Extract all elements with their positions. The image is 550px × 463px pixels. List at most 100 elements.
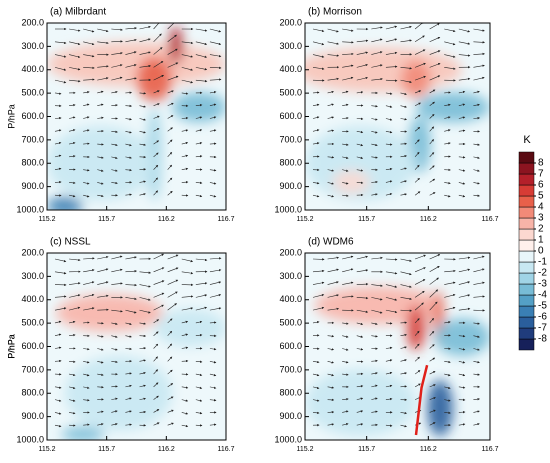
wind-vector bbox=[429, 289, 439, 298]
wind-vector bbox=[400, 92, 407, 96]
wind-vector bbox=[195, 67, 208, 71]
wind-vector bbox=[385, 284, 398, 288]
wind-vector bbox=[181, 92, 189, 95]
wind-vector bbox=[385, 322, 393, 325]
colorbar-tick-label: 5 bbox=[538, 191, 544, 202]
wind-vector bbox=[400, 385, 408, 388]
wind-vector bbox=[181, 333, 189, 337]
y-tick-label: 900.0 bbox=[279, 181, 302, 191]
wind-vector bbox=[444, 293, 456, 298]
wind-vector bbox=[400, 180, 407, 183]
wind-vector bbox=[327, 28, 339, 33]
y-tick-label: 300.0 bbox=[21, 271, 44, 281]
wind-vector bbox=[371, 397, 378, 400]
wind-vector bbox=[167, 318, 173, 324]
wind-vector bbox=[97, 194, 104, 198]
wind-vector bbox=[54, 320, 62, 324]
wind-vector bbox=[327, 41, 339, 45]
wind-vector bbox=[83, 347, 90, 351]
field bbox=[305, 253, 490, 440]
x-tick-label: 115.2 bbox=[39, 446, 56, 453]
wind-vector bbox=[97, 360, 104, 364]
wind-vector bbox=[356, 322, 364, 326]
wind-vector bbox=[429, 192, 436, 196]
wind-vector bbox=[385, 65, 398, 68]
wind-vector bbox=[125, 168, 132, 172]
wind-vector bbox=[195, 294, 208, 298]
wind-vector bbox=[342, 194, 349, 197]
wind-vector bbox=[312, 269, 325, 273]
wind-vector bbox=[139, 130, 146, 134]
wind-vector bbox=[209, 91, 217, 94]
wind-vector bbox=[139, 118, 146, 121]
wind-vector bbox=[209, 373, 217, 377]
y-tick-label: 900.0 bbox=[279, 411, 302, 421]
x-tick-label: 115.2 bbox=[39, 216, 56, 223]
wind-vector bbox=[125, 410, 132, 413]
wind-vector bbox=[385, 180, 393, 183]
wind-vector bbox=[209, 257, 222, 260]
wind-vector bbox=[167, 139, 173, 145]
wind-vector bbox=[125, 193, 132, 196]
y-tick-label: 500.0 bbox=[279, 318, 302, 328]
wind-vector bbox=[385, 397, 393, 401]
wind-vector bbox=[385, 359, 393, 362]
y-tick-label: 700.0 bbox=[21, 134, 44, 144]
wind-vector bbox=[69, 282, 81, 285]
wind-vector bbox=[312, 360, 320, 364]
wind-vector bbox=[125, 322, 132, 326]
wind-vector bbox=[458, 373, 466, 377]
wind-vector bbox=[167, 369, 173, 375]
wind-vector bbox=[167, 279, 179, 285]
wind-vector bbox=[69, 399, 76, 402]
wind-vector bbox=[69, 116, 76, 119]
wind-vector bbox=[400, 25, 412, 30]
wind-vector bbox=[371, 410, 378, 413]
wind-vector bbox=[400, 424, 407, 428]
wind-vector bbox=[385, 346, 393, 350]
wind-vector bbox=[473, 116, 480, 120]
wind-vector bbox=[371, 180, 378, 184]
wind-vector bbox=[97, 182, 104, 185]
shade-blob bbox=[406, 305, 426, 351]
wind-vector bbox=[83, 103, 90, 107]
wind-vector bbox=[153, 382, 159, 388]
wind-vector bbox=[327, 268, 339, 273]
wind-vector bbox=[356, 423, 364, 426]
wind-vector bbox=[400, 79, 412, 84]
wind-vector bbox=[111, 423, 118, 426]
wind-vector bbox=[209, 103, 217, 107]
colorbar-tick-label: 4 bbox=[538, 202, 544, 213]
wind-vector bbox=[312, 306, 325, 311]
wind-vector bbox=[414, 151, 420, 158]
colorbar-tick-label: 3 bbox=[538, 213, 544, 224]
y-tick-label: 200.0 bbox=[21, 17, 44, 27]
wind-vector bbox=[195, 41, 208, 46]
colorbar-swatch bbox=[518, 239, 535, 252]
wind-vector bbox=[444, 116, 451, 119]
x-tick-label: 116.7 bbox=[218, 216, 235, 223]
wind-vector bbox=[125, 118, 132, 121]
wind-vector bbox=[429, 357, 436, 362]
y-tick-label: 500.0 bbox=[279, 88, 302, 98]
wind-vector bbox=[69, 306, 81, 311]
wind-vector bbox=[342, 373, 349, 376]
wind-vector bbox=[195, 333, 203, 337]
wind-vector bbox=[195, 79, 208, 83]
wind-vector bbox=[153, 409, 160, 413]
wind-vector bbox=[167, 115, 174, 119]
wind-vector bbox=[139, 64, 151, 68]
wind-vector bbox=[97, 103, 104, 107]
wind-vector bbox=[153, 128, 160, 132]
wind-vector bbox=[444, 103, 451, 107]
y-tick-label: 800.0 bbox=[279, 158, 302, 168]
wind-vector bbox=[153, 115, 160, 119]
wind-vector bbox=[209, 307, 222, 311]
wind-vector bbox=[429, 254, 441, 260]
wind-vector bbox=[153, 23, 160, 30]
shade-blob bbox=[172, 92, 226, 123]
colorbar-tick-label: 6 bbox=[538, 180, 544, 191]
wind-vector bbox=[342, 143, 349, 146]
wind-vector bbox=[167, 267, 179, 273]
